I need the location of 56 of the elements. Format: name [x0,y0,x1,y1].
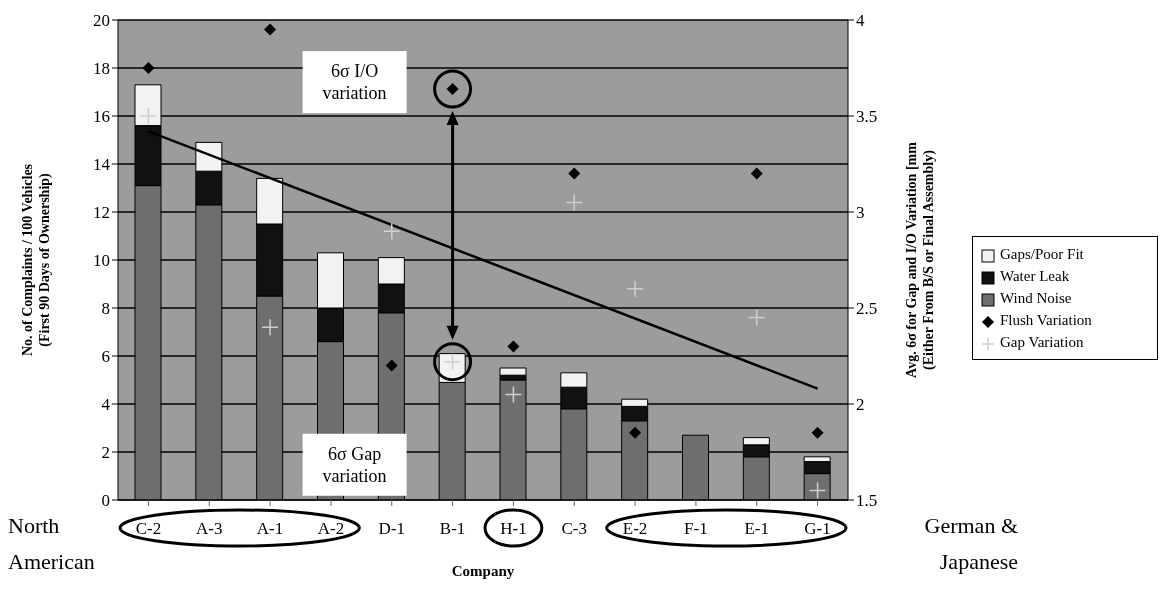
x-tick-label: D-1 [378,519,405,538]
point [568,167,581,180]
point [626,280,644,298]
point [139,107,158,125]
point [811,426,824,439]
y2-tick-label: 3 [856,203,865,223]
text: North American [8,513,95,574]
point [261,318,279,336]
y2-tick-label: 4 [856,11,865,31]
point [142,62,155,74]
legend-label: Gaps/Poor Fit [999,245,1085,264]
x-tick-label: C-2 [135,519,162,538]
legend-label: Water Leak [999,267,1071,286]
y-tick-label: 20 [93,11,110,31]
x-tick-label: E-2 [622,519,648,538]
point [565,193,583,212]
text: German & Japanese [923,512,1018,576]
point [629,426,642,439]
point [383,222,401,240]
point [385,359,398,372]
y2-tick-label: 3.5 [856,107,878,127]
point [264,23,277,36]
y-tick-label: 2 [101,443,110,463]
y2-tick-label: 2 [856,395,865,415]
y2-tick-label: 1.5 [856,491,878,511]
x-tick-label: A-3 [196,519,223,538]
y-tick-label: 4 [101,395,111,415]
x-tick-label: E-1 [744,519,770,538]
x-tick-label: A-1 [256,519,284,538]
x-tick-label: G-1 [804,519,831,538]
y-tick-label: 14 [93,155,111,175]
legend-label: Gap Variation [999,333,1085,352]
x-axis-title: Company [451,563,515,579]
x-tick-label: C-3 [561,519,587,538]
x-tick-label: F-1 [684,519,708,538]
annotation: 6σ Gap variation [322,443,387,486]
x-tick-label: A-2 [317,519,345,538]
point [748,308,766,327]
y-tick-label: 6 [101,347,110,367]
legend-label: Wind Noise [999,289,1073,308]
y2-axis-title: Avg. 6σ for Gap and I/O Variation [mm (Either From B/S or Final Assembly) [903,141,937,378]
y2-tick-label: 2.5 [856,299,878,319]
y-tick-label: 12 [93,203,110,223]
point [750,167,763,180]
point [504,385,523,404]
y-axis-title: No. of Complaints / 100 Vehicles (First 90 Days of Ownership) [19,163,53,357]
y-tick-label: 18 [93,59,110,79]
y-tick-label: 16 [93,107,110,127]
point [507,340,520,353]
y-tick-label: 0 [101,491,110,511]
legend-label: Flush Variation [999,311,1093,330]
y-tick-label: 10 [93,251,110,271]
x-tick-label: H-1 [500,519,527,538]
y-tick-label: 8 [101,299,110,319]
annotation: 6σ I/O variation [322,61,387,104]
x-tick-label: B-1 [439,519,466,538]
